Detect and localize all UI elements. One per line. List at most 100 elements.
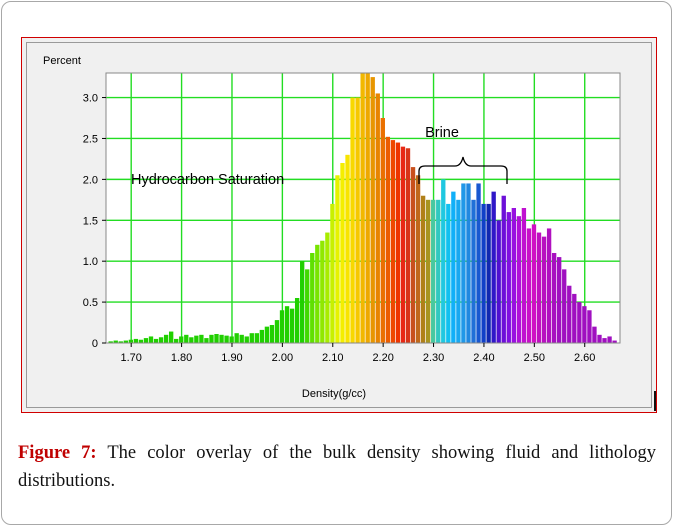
y-axis: 0 0.5 1.0 1.5 2.0 2.5 3.0 [83,93,106,350]
histogram-bar [415,175,421,343]
histogram-bar [400,146,406,343]
histogram-bar [184,334,189,343]
y-axis-label: Percent [43,55,81,67]
x-tick-label: 2.50 [524,352,545,364]
histogram-bar [501,195,506,343]
histogram-bar [310,253,315,343]
histogram-bar [168,331,174,343]
histogram-bar [174,338,179,343]
y-tick-label: 1.5 [83,215,98,227]
x-tick-label: 1.70 [120,352,141,364]
annotation-brine: Brine [425,125,459,141]
histogram-bar [441,179,446,343]
margin-mark [654,391,656,411]
histogram-bar [199,334,204,343]
x-tick-label: 1.80 [171,352,192,364]
histogram-bar [345,154,350,343]
y-tick-label: 3.0 [83,93,98,105]
histogram-bar [259,329,265,343]
histogram-bar [194,335,199,343]
histogram-bar [284,306,290,343]
histogram-bar [456,199,461,343]
histogram-bar [330,203,335,343]
figure-caption: Figure 7: The color overlay of the bulk … [18,439,656,495]
histogram-bar [602,338,607,343]
histogram-bar [204,338,209,343]
y-tick-label: 2.0 [83,174,98,186]
histogram-bar [521,208,527,343]
histogram-bar [209,334,214,343]
x-axis-label: Density(g/cc) [302,388,366,400]
histogram-bar [516,216,522,343]
x-tick-label: 2.20 [372,352,393,364]
x-tick-label: 2.00 [272,352,293,364]
histogram-bar [607,336,612,343]
histogram-bar [118,341,123,343]
histogram-bar [451,191,456,343]
histogram-bar [128,339,134,343]
histogram-bar [254,333,259,343]
histogram-bar [249,333,254,343]
histogram-bar [395,142,401,343]
x-axis: 1.70 1.80 1.90 2.00 2.10 2.20 2.30 2.40 2.50 2.60 [120,343,595,364]
histogram-bar [380,118,385,343]
histogram-bar [300,261,305,343]
histogram-bar [189,337,194,343]
histogram-bar [587,310,592,343]
histogram-bar [325,232,330,343]
histogram-bar [375,93,380,343]
histogram-bar [315,244,320,343]
histogram-bar [551,253,557,343]
histogram-bar [163,334,169,343]
figure-frame: 0 0.5 1.0 1.5 2.0 2.5 3.0 1.70 1.80 1.90 2.00 2.10… [21,37,657,413]
histogram-bar [264,326,270,343]
histogram-bar [133,338,139,343]
histogram-bar [582,306,587,343]
bars [108,73,617,343]
histogram-bar [153,338,159,343]
histogram-bar [597,334,602,343]
histogram-bar [365,73,370,343]
histogram-bar [279,310,285,343]
histogram-bar [481,203,486,343]
histogram-bar [158,337,164,343]
histogram-bar [461,183,466,343]
y-tick-label: 2.5 [83,133,98,145]
histogram-bar [148,336,154,343]
histogram-bar [269,325,275,343]
brine-brace [418,156,508,184]
histogram-bar [506,212,511,343]
histogram-bar [113,340,118,343]
histogram-bar [224,335,229,343]
histogram-bar [385,136,391,343]
histogram-bar [405,148,411,343]
y-tick-label: 0.5 [83,297,98,309]
histogram-bar [425,199,431,343]
histogram-bar [567,285,572,343]
histogram-bar [294,298,300,343]
histogram-bar [360,73,365,343]
chart-panel: 0 0.5 1.0 1.5 2.0 2.5 3.0 1.70 1.80 1.90 2.00 2.10… [26,42,652,408]
histogram-bar [491,191,496,343]
histogram-bar [244,336,249,343]
histogram-bar [526,228,532,343]
histogram-bar [436,199,441,343]
histogram-bar [612,340,617,343]
density-histogram: 0 0.5 1.0 1.5 2.0 2.5 3.0 1.70 1.80 1.90 2.00 2.10… [43,55,621,400]
x-tick-label: 2.10 [322,352,343,364]
histogram-bar [320,240,325,343]
histogram-bar [108,341,113,343]
plot-border [105,72,621,344]
histogram-bar [229,336,234,343]
histogram-bar [335,175,340,343]
histogram-bar [305,269,310,343]
x-tick-label: 2.40 [473,352,494,364]
histogram-bar [471,199,476,343]
y-tick-label: 0 [92,338,98,350]
x-tick-label: 2.30 [423,352,444,364]
histogram-bar [592,326,597,343]
histogram-bar [350,97,355,343]
histogram-bar [511,208,516,343]
histogram-bar [546,228,552,343]
